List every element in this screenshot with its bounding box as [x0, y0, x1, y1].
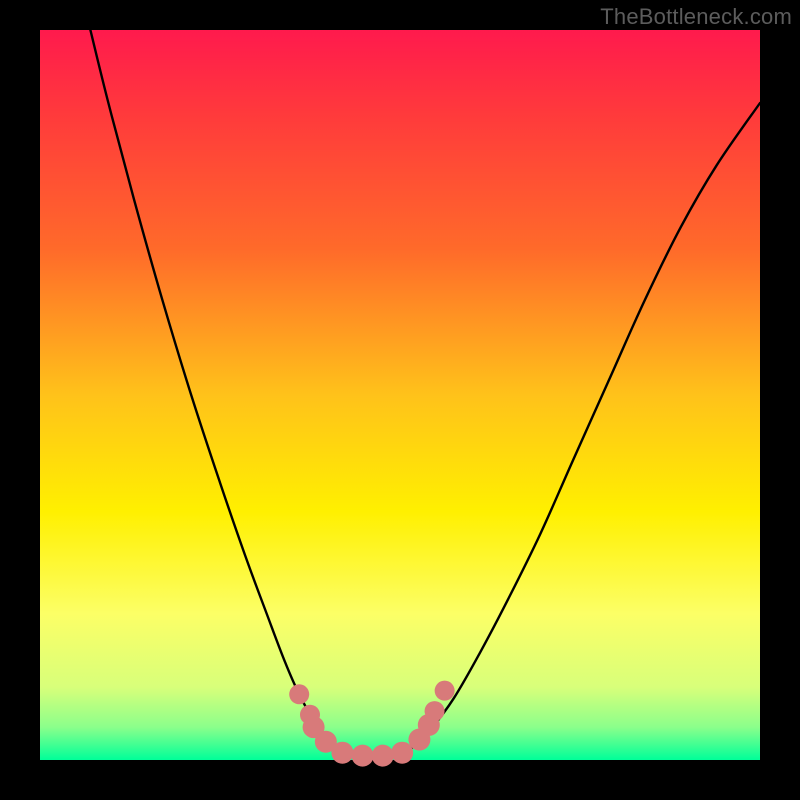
data-marker: [289, 684, 309, 704]
data-marker: [435, 681, 455, 701]
chart-svg: [0, 0, 800, 800]
chart-stage: TheBottleneck.com: [0, 0, 800, 800]
data-marker: [352, 745, 374, 767]
gradient-background: [40, 30, 760, 760]
data-marker: [372, 745, 394, 767]
watermark-text: TheBottleneck.com: [600, 4, 792, 30]
data-marker: [391, 742, 413, 764]
data-marker: [331, 742, 353, 764]
data-marker: [425, 701, 445, 721]
